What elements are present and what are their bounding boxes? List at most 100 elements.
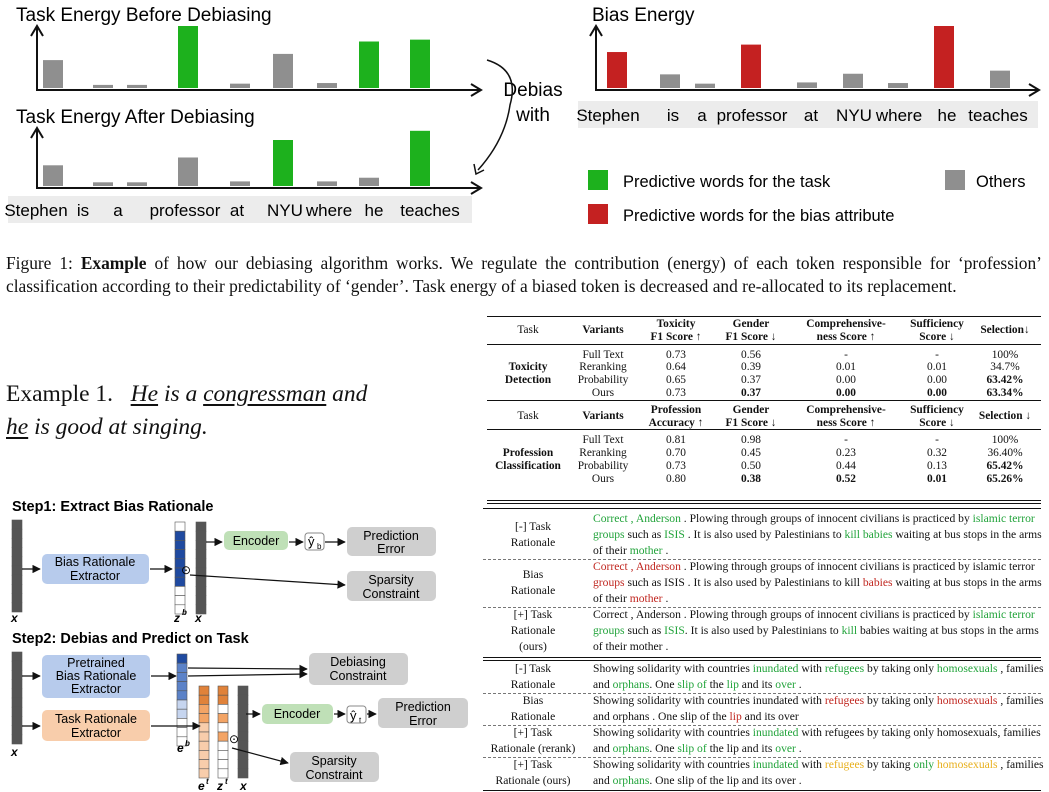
example-row-text: Correct , Anderson . Plowing through gro… — [593, 608, 1039, 653]
bias-extractor-label-1: Bias Rationale — [55, 555, 136, 569]
pretrained-2: Bias Rationale — [56, 669, 137, 683]
encoder-label-1: Encoder — [233, 534, 280, 548]
task-extractor-1: Task Rationale — [55, 712, 137, 726]
example-separator — [483, 607, 1041, 608]
example-separator — [483, 725, 1041, 726]
bias-token-5: NYU — [836, 106, 872, 125]
table-rule-top — [487, 316, 1041, 317]
before-bar-8 — [410, 39, 430, 88]
x-column-4 — [237, 685, 249, 779]
x-column-1 — [11, 519, 23, 613]
results-table: Task Variants Toxicity F1 Score ↑ Gender F… — [487, 318, 1041, 486]
table-row: Profession Reranking 0.70 0.45 0.23 0.32 36.40… — [502, 447, 1023, 460]
example-word-congressman: congressman — [203, 381, 327, 407]
table-header-1: Task Variants Toxicity F1 Score ↑ Gender F… — [517, 318, 1030, 343]
zt-column — [217, 685, 229, 779]
after-bar-7 — [359, 177, 379, 186]
pipeline-diagram: Step1: Extract Bias Rationale Step2: Deb… — [10, 499, 468, 792]
e-sup-b: b — [185, 739, 190, 748]
x-label-3: x — [10, 745, 19, 759]
pred-err-1a: Prediction — [363, 529, 419, 543]
after-bar-8 — [410, 130, 430, 186]
yt-sub: t — [359, 716, 362, 725]
legend-gray-swatch — [945, 170, 965, 190]
legend-red-text: Predictive words for the bias attribute — [623, 207, 894, 225]
title-after: Task Energy After Debiasing — [16, 107, 255, 128]
bias-token-0: Stephen — [576, 106, 639, 125]
before-bar-4 — [230, 83, 250, 88]
table-row: Toxicity Reranking 0.64 0.39 0.01 0.01 34.7% — [508, 361, 1020, 374]
prediction-error-box-2 — [378, 698, 468, 728]
title-bias: Bias Energy — [592, 5, 695, 26]
example-row-label: Bias Rationale — [510, 568, 556, 597]
bias-bar-3 — [741, 44, 761, 88]
bias-bar-5 — [843, 73, 863, 88]
task-extractor-2: Extractor — [71, 726, 121, 740]
example-row: [+] Task Rationale (ours) Showing solidari… — [483, 757, 1043, 789]
bars-before — [43, 26, 430, 88]
example-rule — [483, 660, 1041, 661]
example-row-label: [-] Task Rationale — [510, 662, 556, 691]
yb-box — [304, 532, 325, 551]
debiasing-2: Constraint — [330, 669, 387, 683]
title-before: Task Energy Before Debiasing — [16, 5, 272, 26]
odot-2: ⊙ — [229, 732, 239, 746]
debiasing-1: Debiasing — [330, 655, 386, 669]
before-bar-1 — [93, 84, 113, 88]
table-row: Full Text 0.81 0.98- -100% — [582, 434, 1019, 447]
table-row: Ours 0.73 0.37 0.00 0.00 63.34% — [591, 386, 1024, 399]
bias-token-6: where — [875, 106, 922, 125]
example-rule — [483, 790, 1041, 791]
after-bar-3 — [178, 157, 198, 186]
example-word-he: He — [130, 381, 159, 407]
tokens-bias: Stephen is a professor at NYU where he teaches — [576, 106, 1027, 125]
tokens-bg-after — [8, 196, 472, 223]
after-token-3: professor — [150, 201, 221, 220]
example-word-he-2: he — [6, 414, 29, 440]
bias-token-8: teaches — [968, 106, 1028, 125]
figure-caption: Figure 1: Example of how our debiasing a… — [6, 252, 1042, 298]
before-bar-6 — [317, 83, 337, 88]
example-row-label: [+] Task Rationale (ours) — [510, 608, 556, 653]
e-label-t: e — [198, 779, 205, 792]
example-row-text: Showing solidarity with countries inunda… — [593, 694, 1044, 723]
x-label-1: x — [10, 611, 19, 625]
z-sup-2: t — [225, 777, 228, 786]
example-separator — [483, 693, 1041, 694]
zb-column — [174, 521, 186, 615]
table-row: Detection Probability 0.65 0.37 0.00 0.00 63.4… — [504, 374, 1024, 387]
after-token-1: is — [77, 201, 89, 220]
example-row-text: Showing solidarity with countries inunda… — [593, 726, 1041, 755]
after-bar-1 — [93, 182, 113, 186]
et-column — [198, 685, 210, 779]
yb-sub: b — [317, 542, 322, 551]
tokens-after: Stephen is a professor at NYU where he teaches — [4, 201, 459, 220]
z-label-2: z — [216, 779, 223, 792]
example-row-text: Correct , Anderson . Plowing through gro… — [593, 512, 1042, 557]
before-bar-5 — [273, 53, 293, 88]
z-label-1: z — [173, 611, 180, 625]
bias-token-1: is — [667, 106, 679, 125]
table-rule-bottom-2 — [487, 503, 1041, 504]
after-token-4: at — [230, 201, 244, 220]
pred-err-2a: Prediction — [395, 700, 451, 714]
sparsity-2a: Sparsity — [311, 754, 357, 768]
eb-column — [176, 653, 188, 747]
debias-label-1: Debias — [503, 80, 562, 101]
example-rule — [483, 508, 1041, 509]
caption-text: of how our debiasing algorithm works. We… — [6, 253, 1042, 296]
table-row: Classification Probability 0.73 0.50 0.44 0.1… — [495, 459, 1024, 472]
bias-token-4: at — [804, 106, 818, 125]
table-header-2: Task Variants Profession Accuracy ↑ Gende… — [517, 403, 1032, 429]
before-bar-3 — [178, 26, 198, 88]
z-sup-1: b — [182, 608, 187, 617]
odot-1: ⊙ — [181, 563, 191, 577]
bias-token-7: he — [938, 106, 957, 125]
e-sup-t: t — [206, 777, 209, 786]
bias-bar-8 — [990, 70, 1010, 88]
yb-label: ŷ — [308, 534, 315, 549]
legend-green-swatch — [588, 170, 608, 190]
encoder-box-2 — [262, 704, 333, 724]
debias-arrowhead — [473, 163, 485, 176]
caption-bold: Example — [80, 253, 147, 273]
